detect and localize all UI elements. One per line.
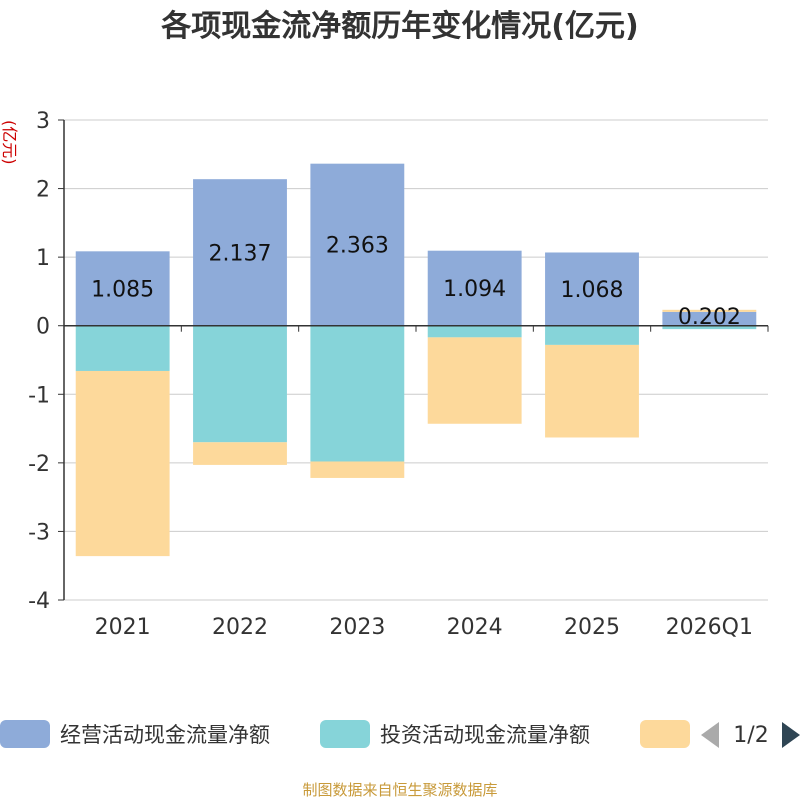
data-label-2023: 2.363 [326,234,389,259]
bar-2021-series-3 [75,370,170,557]
data-source-note: 制图数据来自恒生聚源数据库 [302,781,497,799]
bars-group [75,163,757,557]
x-tick-label: 2021 [95,615,151,640]
x-tick-label: 2024 [447,615,503,640]
bar-2024-series-3 [427,337,522,424]
bar-2023-series-1 [310,163,405,326]
bar-2023-series-2 [310,325,405,462]
y-tick-label: 0 [36,315,50,340]
bar-2025-series-3 [545,344,639,438]
y-tick-label: 3 [36,109,50,134]
y-tick-label: -1 [28,383,50,408]
legend-swatch-3 [640,720,690,748]
legend-next-page-icon [782,722,800,748]
axes-group: 3 2 1 0 -1 -2 -3 -4 2021 2022 2023 2024 2025 2026Q1 [28,109,769,640]
y-tick-label: -4 [28,589,50,614]
bar-2022-series-1 [193,179,287,326]
chart-title: 各项现金流净额历年变化情况(亿元) [160,9,638,44]
bar-2024-series-2 [427,325,522,338]
legend-swatch-2 [320,720,370,748]
legend-page-indicator: 1/2 [733,723,768,748]
bar-2026Q1-series-2 [662,325,757,330]
data-label-2026Q1: 0.202 [678,305,741,330]
legend-swatch-1 [0,720,50,748]
bar-2021-series-2 [75,325,170,371]
bar-2022-series-2 [193,325,287,443]
legend-prev-page-icon [701,722,719,748]
data-label-2024: 1.094 [443,277,506,302]
data-label-2021: 1.085 [91,278,154,303]
bar-2026Q1-series-1 [662,311,757,326]
legend: 经营活动现金流量净额 投资活动现金流量净额 1/2 [0,720,800,748]
y-tick-label: 2 [36,178,50,203]
bar-2021-series-1 [75,251,170,326]
bar-2024-series-1 [427,250,522,326]
bar-2025-series-2 [545,325,639,345]
y-tick-label: -2 [28,452,50,477]
bar-2026Q1-series-3 [662,309,757,312]
data-labels-group: 1.085 2.137 2.363 1.094 1.068 0.202 [91,234,741,330]
x-tick-label: 2023 [329,615,385,640]
legend-label-1: 经营活动现金流量净额 [60,723,270,747]
bar-2022-series-3 [193,442,287,465]
data-label-2022: 2.137 [209,241,272,266]
x-tick-label: 2025 [564,615,620,640]
y-tick-label: -3 [28,520,50,545]
data-label-2025: 1.068 [561,278,624,303]
y-axis-unit-label: (亿元) [0,120,19,165]
x-tick-label: 2026Q1 [666,615,753,640]
x-tick-label: 2022 [212,615,268,640]
bar-2023-series-3 [310,461,405,478]
legend-label-2: 投资活动现金流量净额 [380,723,590,747]
y-tick-label: 1 [36,246,50,271]
bar-2025-series-1 [545,252,639,326]
